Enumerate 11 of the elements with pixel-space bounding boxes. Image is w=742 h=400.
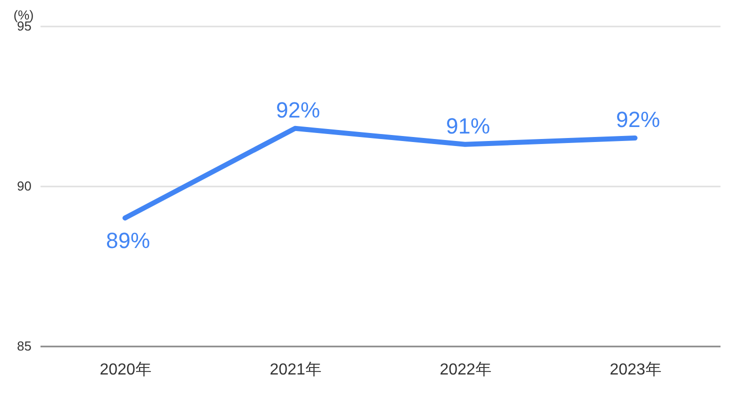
data-label: 91% xyxy=(446,113,490,138)
data-label: 92% xyxy=(276,97,320,122)
x-tick-label: 2022年 xyxy=(440,362,492,378)
y-tick-label: 85 xyxy=(17,338,32,354)
data-label: 92% xyxy=(616,107,660,132)
y-axis-title: (%) xyxy=(14,8,34,22)
data-label: 89% xyxy=(106,228,150,253)
x-tick-label: 2023年 xyxy=(610,362,662,378)
x-tick-label: 2021年 xyxy=(270,362,322,378)
x-tick-label: 2020年 xyxy=(100,362,152,378)
y-tick-label: 90 xyxy=(17,178,32,194)
